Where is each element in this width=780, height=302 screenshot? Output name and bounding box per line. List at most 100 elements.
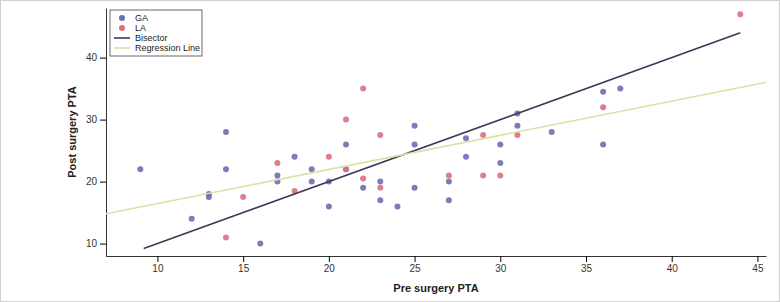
point <box>617 86 623 92</box>
point <box>223 129 229 135</box>
x-tick-label: 10 <box>152 263 164 274</box>
x-tick-label: 30 <box>495 263 507 274</box>
point <box>343 141 349 147</box>
y-tick-label: 10 <box>86 238 98 249</box>
legend-box <box>110 10 202 56</box>
legend-label: GA <box>135 13 148 23</box>
point <box>309 166 315 172</box>
point <box>412 185 418 191</box>
x-tick: 20 <box>324 256 336 274</box>
x-tick: 15 <box>238 256 250 274</box>
point <box>446 172 452 178</box>
x-tick: 40 <box>667 256 679 274</box>
series-line <box>144 33 741 249</box>
y-tick: 40 <box>86 52 106 63</box>
point <box>360 86 366 92</box>
point <box>360 185 366 191</box>
y-tick: 10 <box>86 238 106 249</box>
point <box>326 154 332 160</box>
point <box>360 176 366 182</box>
x-tick-mark <box>157 256 158 262</box>
point <box>480 132 486 138</box>
y-axis-title: Post surgery PTA <box>66 86 78 178</box>
point <box>497 160 503 166</box>
x-axis-title: Pre surgery PTA <box>393 282 478 294</box>
point <box>514 123 520 129</box>
x-tick-mark <box>672 256 673 262</box>
x-tick: 25 <box>410 256 422 274</box>
point <box>377 132 383 138</box>
legend-swatch <box>119 15 125 21</box>
point <box>446 179 452 185</box>
y-tick-label: 40 <box>86 52 98 63</box>
y-tick-mark <box>100 244 106 245</box>
x-tick: 35 <box>581 256 593 274</box>
point <box>497 141 503 147</box>
point <box>497 172 503 178</box>
y-axis: 10 20 30 40 <box>86 9 107 257</box>
x-axis: 10 15 20 25 30 35 40 45 <box>107 256 767 274</box>
x-tick-mark <box>329 256 330 262</box>
y-tick-mark <box>100 120 106 121</box>
x-tick-label: 40 <box>667 263 679 274</box>
y-tick-label: 30 <box>86 114 98 125</box>
point <box>737 11 743 17</box>
x-tick-label: 25 <box>410 263 422 274</box>
x-tick-mark <box>243 256 244 262</box>
point <box>223 234 229 240</box>
y-tick-mark <box>100 182 106 183</box>
y-tick-mark <box>100 58 106 59</box>
point <box>446 197 452 203</box>
chart: 10 15 20 25 30 35 40 45 10 20 30 40 Pre surgery PTA P… <box>0 0 780 302</box>
x-axis-line <box>107 256 767 257</box>
point <box>377 185 383 191</box>
legend-swatch <box>114 47 130 49</box>
point <box>463 154 469 160</box>
point <box>189 216 195 222</box>
point <box>223 166 229 172</box>
x-tick: 45 <box>752 256 764 274</box>
point <box>309 179 315 185</box>
legend-label: Bisector <box>135 33 168 43</box>
x-tick-mark <box>415 256 416 262</box>
x-tick: 10 <box>152 256 164 274</box>
legend-label: Regression Line <box>135 43 200 53</box>
point <box>274 172 280 178</box>
point <box>600 104 606 110</box>
point <box>137 166 143 172</box>
legend-swatch <box>119 25 125 31</box>
x-tick-label: 20 <box>324 263 336 274</box>
point <box>394 203 400 209</box>
x-tick-label: 45 <box>752 263 764 274</box>
point <box>480 172 486 178</box>
point <box>412 123 418 129</box>
y-axis-line <box>106 9 107 257</box>
y-tick: 20 <box>86 176 106 187</box>
x-tick-label: 15 <box>238 263 250 274</box>
legend: GALABisectorRegression Line <box>110 10 202 56</box>
point <box>343 117 349 123</box>
x-tick-label: 35 <box>581 263 593 274</box>
plot-area <box>106 11 766 248</box>
point <box>377 197 383 203</box>
point <box>240 194 246 200</box>
point <box>549 129 555 135</box>
series-points <box>137 86 623 247</box>
legend-label: LA <box>135 23 146 33</box>
point <box>600 89 606 95</box>
x-tick-mark <box>500 256 501 262</box>
y-tick: 30 <box>86 114 106 125</box>
point <box>412 141 418 147</box>
series-line <box>106 82 766 213</box>
point <box>274 160 280 166</box>
x-tick-mark <box>757 256 758 262</box>
point <box>292 154 298 160</box>
y-tick-label: 20 <box>86 176 98 187</box>
x-tick-mark <box>586 256 587 262</box>
point <box>326 203 332 209</box>
background <box>1 1 780 302</box>
point <box>600 141 606 147</box>
legend-swatch <box>114 37 130 39</box>
point <box>257 241 263 247</box>
x-tick: 30 <box>495 256 507 274</box>
